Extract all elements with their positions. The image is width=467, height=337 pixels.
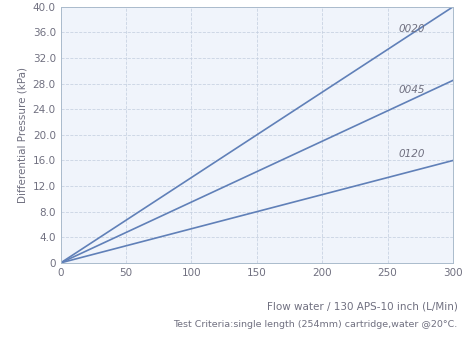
Y-axis label: Differential Pressure (kPa): Differential Pressure (kPa): [17, 67, 27, 203]
Text: Test Criteria:single length (254mm) cartridge,water @20°C.: Test Criteria:single length (254mm) cart…: [173, 319, 458, 329]
Text: 0120: 0120: [398, 149, 425, 159]
Text: Flow water / 130 APS-10 inch (L/Min): Flow water / 130 APS-10 inch (L/Min): [267, 302, 458, 312]
Text: 0045: 0045: [398, 85, 425, 95]
Text: 0020: 0020: [398, 24, 425, 34]
